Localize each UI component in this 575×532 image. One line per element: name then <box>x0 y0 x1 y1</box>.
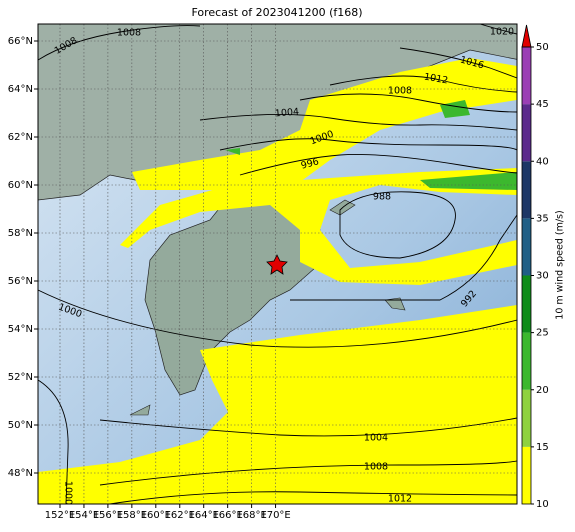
colorbar-tick-label: 15 <box>536 442 549 453</box>
colorbar-tick-label: 10 <box>536 499 549 510</box>
contour-label: 1008 <box>117 28 141 39</box>
lat-label: 52°N <box>8 372 33 383</box>
wind-area <box>132 58 517 190</box>
map-frame <box>37 23 518 505</box>
lon-label: 170°E <box>260 510 290 521</box>
lon-label: 162°E <box>165 510 195 521</box>
colorbar-segment <box>522 275 531 333</box>
lon-label: 158°E <box>117 510 147 521</box>
contour-label: 1012 <box>388 494 412 505</box>
map-title: Forecast of 2023041200 (f168) <box>191 6 362 19</box>
contour-label: 988 <box>373 192 391 203</box>
lon-label: 164°E <box>188 510 218 521</box>
colorbar-segment <box>522 218 531 276</box>
lat-label: 60°N <box>8 180 33 191</box>
lat-label: 50°N <box>8 420 33 431</box>
wind-area <box>120 168 517 285</box>
colorbar-extend <box>521 24 532 48</box>
lat-label: 66°N <box>8 36 33 47</box>
lon-label: 168°E <box>236 510 266 521</box>
colorbar-tick-label: 50 <box>536 42 549 53</box>
colorbar-tick-label: 20 <box>536 385 549 396</box>
lon-label: 154°E <box>69 510 99 521</box>
colorbar: 10 15 20 25 30 35 40 45 50 10 m wind speed (m/s) <box>521 24 566 510</box>
islands <box>129 199 406 416</box>
lon-label: 156°E <box>93 510 123 521</box>
colorbar-segment <box>522 389 531 447</box>
lat-label: 58°N <box>8 228 33 239</box>
lat-label: 56°N <box>8 276 33 287</box>
contour-label: 1008 <box>364 462 388 473</box>
lat-label: 64°N <box>8 84 33 95</box>
lat-label: 48°N <box>8 468 33 479</box>
isobars <box>38 24 517 504</box>
contour-label: 1008 <box>388 86 412 97</box>
colorbar-segment <box>522 446 531 504</box>
contour-label: 1000 <box>63 481 74 505</box>
location-star <box>266 254 288 275</box>
colorbar-tick-label: 30 <box>536 271 549 282</box>
colorbar-segment <box>522 161 531 219</box>
contour-label: 1012 <box>423 71 449 86</box>
lat-label: 54°N <box>8 324 33 335</box>
lat-label: 62°N <box>8 132 33 143</box>
wind-area-strong <box>225 100 517 190</box>
contour-label: 1004 <box>364 433 388 444</box>
lon-label: 166°E <box>212 510 242 521</box>
contour-label: 996 <box>300 156 320 171</box>
grid <box>38 24 517 504</box>
colorbar-tick-label: 35 <box>536 213 549 224</box>
contour-label: 1020 <box>490 27 514 38</box>
colorbar-label: 10 m wind speed (m/s) <box>555 210 566 319</box>
lon-label: 152°E <box>45 510 75 521</box>
colorbar-segment <box>522 332 531 390</box>
colorbar-tick-label: 45 <box>536 99 549 110</box>
wind-area <box>38 305 517 504</box>
colorbar-segment <box>522 47 531 105</box>
lon-label: 160°E <box>141 510 171 521</box>
colorbar-tick-label: 40 <box>536 156 549 167</box>
colorbar-segment <box>522 104 531 162</box>
colorbar-tick-label: 25 <box>536 328 549 339</box>
contour-label: 1004 <box>274 106 299 119</box>
